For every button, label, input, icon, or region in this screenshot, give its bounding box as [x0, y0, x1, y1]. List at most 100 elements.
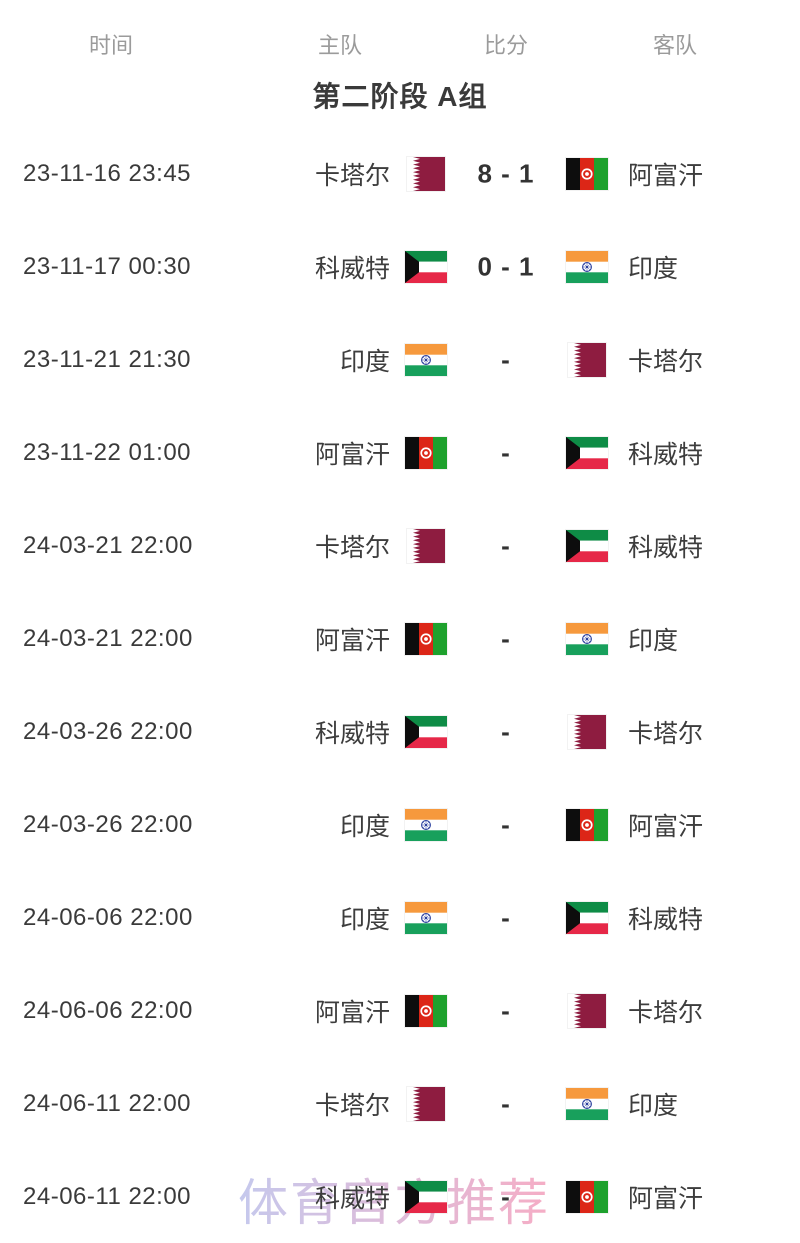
away-team-name: 阿富汗: [628, 812, 704, 841]
flag-kuwait: [405, 249, 447, 285]
away-team-name: 科威特: [628, 905, 704, 934]
flag-afghanistan: [566, 807, 608, 843]
match-score: -: [501, 344, 511, 374]
header-home: 主队: [317, 33, 363, 58]
flag-india: [405, 342, 447, 378]
flag-afghanistan: [566, 1179, 608, 1215]
away-team-name: 科威特: [628, 440, 704, 469]
flag-kuwait-icon: [566, 529, 608, 562]
match-time: 24-03-21 22:00: [23, 624, 193, 652]
match-score: -: [501, 1088, 511, 1118]
match-time: 24-03-26 22:00: [23, 717, 193, 745]
match-row[interactable]: 24-03-21 22:00 阿富汗 - 印度: [0, 592, 800, 685]
match-score: -: [501, 437, 511, 467]
match-time: 23-11-21 21:30: [23, 345, 192, 373]
table-header: 时间 主队 比分 客队: [0, 0, 800, 62]
match-row[interactable]: 24-06-06 22:00 印度 - 科威特: [0, 871, 800, 964]
flag-afghanistan: [405, 621, 447, 657]
flag-kuwait: [405, 714, 447, 750]
group-title: 第二阶段 A组: [312, 80, 488, 112]
home-team-name: 阿富汗: [314, 626, 390, 655]
flag-india-icon: [566, 250, 608, 283]
match-score: 0 - 1: [477, 251, 535, 281]
flag-kuwait: [405, 1179, 447, 1215]
match-score: -: [501, 530, 511, 560]
match-time: 24-06-11 22:00: [23, 1182, 192, 1210]
flag-qatar-icon: [568, 714, 606, 749]
away-team-name: 印度: [628, 626, 679, 655]
flag-india: [566, 621, 608, 657]
flag-qatar: [566, 993, 608, 1029]
flag-india: [566, 249, 608, 285]
home-team-name: 卡塔尔: [314, 161, 390, 190]
flag-india-icon: [566, 622, 608, 655]
match-score: -: [501, 1181, 511, 1211]
match-row[interactable]: 23-11-22 01:00 阿富汗 - 科威特: [0, 406, 800, 499]
flag-india: [566, 1086, 608, 1122]
flag-india: [405, 807, 447, 843]
flag-qatar: [405, 156, 447, 192]
flag-qatar-icon: [568, 342, 606, 377]
flag-qatar: [566, 342, 608, 378]
flag-kuwait-icon: [405, 250, 447, 283]
flag-qatar: [566, 714, 608, 750]
away-team-name: 卡塔尔: [628, 998, 704, 1027]
away-team-name: 阿富汗: [628, 161, 704, 190]
flag-kuwait: [566, 900, 608, 936]
watermark-text: 体育官方推荐: [238, 1163, 550, 1235]
away-team-name: 印度: [628, 1091, 679, 1120]
match-row[interactable]: 24-03-26 22:00 印度 - 阿富汗: [0, 778, 800, 871]
home-team-name: 阿富汗: [314, 440, 390, 469]
flag-qatar-icon: [407, 528, 445, 563]
flag-india: [405, 900, 447, 936]
home-team-name: 阿富汗: [314, 998, 390, 1027]
flag-afghanistan-icon: [405, 622, 447, 655]
home-team-name: 印度: [339, 905, 390, 934]
home-team-name: 科威特: [314, 1184, 390, 1213]
header-away: 客队: [652, 33, 698, 58]
flag-kuwait-icon: [566, 901, 608, 934]
flag-afghanistan: [566, 156, 608, 192]
match-row[interactable]: 24-03-21 22:00 卡塔尔 - 科威特: [0, 499, 800, 592]
match-score: 8 - 1: [477, 158, 535, 188]
header-score: 比分: [483, 33, 529, 58]
match-time: 24-06-11 22:00: [23, 1089, 192, 1117]
home-team-name: 印度: [339, 812, 390, 841]
match-row[interactable]: 24-03-26 22:00 科威特 - 卡塔尔: [0, 685, 800, 778]
away-team-name: 卡塔尔: [628, 347, 704, 376]
flag-afghanistan: [405, 435, 447, 471]
away-team-name: 科威特: [628, 533, 704, 562]
flag-qatar-icon: [407, 1086, 445, 1121]
match-score: -: [501, 902, 511, 932]
away-team-name: 卡塔尔: [628, 719, 704, 748]
flag-afghanistan-icon: [566, 157, 608, 190]
flag-india-icon: [405, 808, 447, 841]
match-time: 23-11-17 00:30: [23, 252, 192, 280]
flag-kuwait: [566, 528, 608, 564]
match-row[interactable]: 23-11-21 21:30 印度 - 卡塔尔: [0, 313, 800, 406]
flag-kuwait: [566, 435, 608, 471]
match-row[interactable]: 24-06-11 22:00 卡塔尔 - 印度: [0, 1057, 800, 1150]
away-team-name: 阿富汗: [628, 1184, 704, 1213]
flag-kuwait-icon: [566, 436, 608, 469]
flag-afghanistan-icon: [566, 1180, 608, 1213]
match-time: 23-11-22 01:00: [23, 438, 192, 466]
flag-qatar-icon: [568, 993, 606, 1028]
match-score: -: [501, 716, 511, 746]
home-team-name: 卡塔尔: [314, 533, 390, 562]
match-row[interactable]: 23-11-17 00:30 科威特 0 - 1 印度: [0, 220, 800, 313]
away-team-name: 印度: [628, 254, 679, 283]
match-row[interactable]: 24-06-06 22:00 阿富汗 - 卡塔尔: [0, 964, 800, 1057]
match-list: 23-11-16 23:45 卡塔尔 8 - 1 阿富汗 23-11-17 00…: [0, 127, 800, 1243]
flag-kuwait-icon: [405, 1180, 447, 1213]
home-team-name: 印度: [339, 347, 390, 376]
match-time: 24-03-21 22:00: [23, 531, 193, 559]
home-team-name: 科威特: [314, 719, 390, 748]
match-row[interactable]: 24-06-11 22:00 科威特 - 阿富汗: [0, 1150, 800, 1243]
header-time: 时间: [88, 33, 134, 58]
flag-india-icon: [566, 1087, 608, 1120]
match-time: 24-06-06 22:00: [23, 996, 193, 1024]
flag-qatar: [405, 528, 447, 564]
match-row[interactable]: 23-11-16 23:45 卡塔尔 8 - 1 阿富汗: [0, 127, 800, 220]
